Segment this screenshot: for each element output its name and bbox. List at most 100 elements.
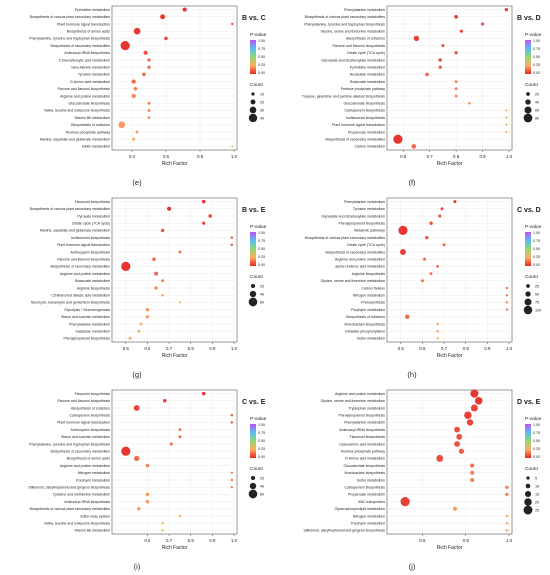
size-legend-dot bbox=[524, 498, 532, 506]
data-point bbox=[454, 80, 458, 84]
color-legend-title: P-value bbox=[525, 224, 542, 230]
data-point bbox=[118, 121, 126, 129]
size-legend-title: Count bbox=[250, 82, 263, 88]
comparison-title: C vs. D bbox=[517, 207, 541, 214]
pathway-label: Flavone and flavonol biosynthesis bbox=[57, 399, 110, 403]
pathway-label: Biosynthesis of various plant secondary … bbox=[305, 236, 386, 240]
size-legend-label: 25 bbox=[535, 508, 539, 512]
pathway-label: Phenylalanine, tyrosine and tryptophan b… bbox=[304, 22, 385, 26]
data-point bbox=[505, 492, 509, 497]
data-point bbox=[452, 506, 457, 511]
data-point bbox=[441, 44, 445, 48]
panel-h: 0.5 0.6 0.7 0.8 0.9 1.0 Phenylalanine metaboli… bbox=[275, 192, 550, 382]
pathway-label: Starch and sucrose metabolism bbox=[61, 435, 110, 439]
data-point bbox=[121, 446, 131, 456]
panel-label: (i) bbox=[134, 562, 141, 571]
pathway-label: Plant hormone signal transduction bbox=[57, 243, 110, 247]
pathway-label: Carbapenem biosynthesis bbox=[345, 109, 386, 113]
pathway-label: Biosynthesis of various plant secondary … bbox=[30, 15, 111, 19]
pathway-label: Propanoate metabolism bbox=[348, 130, 385, 134]
x-axis-label: Rich Factor bbox=[162, 353, 188, 359]
data-point bbox=[178, 301, 182, 304]
color-scale-tick: 0.75 bbox=[533, 239, 540, 243]
pathway-label: Tyrosine metabolism bbox=[353, 207, 385, 211]
panel-f: 0.6 0.7 0.8 0.9 1.0 Phenylalanine metabolism B… bbox=[275, 0, 550, 190]
color-scale-bar bbox=[250, 40, 256, 74]
plot-area bbox=[386, 389, 513, 535]
data-point bbox=[147, 116, 151, 119]
dot-plot: 0.6 0.7 0.8 0.9 1.0 Flavonoid biosynthesis Fla… bbox=[28, 389, 267, 571]
data-point bbox=[468, 101, 471, 105]
data-point bbox=[505, 514, 509, 518]
data-point bbox=[436, 454, 444, 462]
pathway-label: D-Amino acid metabolism bbox=[345, 457, 385, 461]
pathway-label: Butanoate metabolism bbox=[75, 279, 110, 283]
data-point bbox=[505, 521, 509, 525]
data-point bbox=[145, 492, 150, 497]
pathway-label: Alanine, aspartate and glutamate metabol… bbox=[40, 138, 110, 142]
color-legend-title: P-value bbox=[525, 32, 542, 38]
pathway-label: Valine, leucine and isoleucine biosynthe… bbox=[44, 522, 110, 526]
pathway-label: beta-Alanine metabolism bbox=[71, 66, 110, 70]
pathway-label: Flavone and flavonol biosynthesis bbox=[57, 258, 110, 262]
pathway-label: Biosynthesis of amino acids bbox=[67, 30, 110, 34]
x-tick-label: 0.9 bbox=[484, 346, 491, 351]
data-point bbox=[454, 14, 458, 19]
size-legend-label: 20 bbox=[260, 476, 264, 480]
pathway-label: Glucosinolate biosynthesis bbox=[344, 102, 386, 106]
pathway-label: Sulfur relay system bbox=[80, 514, 110, 518]
pathway-label: Arginine and proline metabolism bbox=[60, 272, 110, 276]
color-scale-tick: 0.50 bbox=[533, 247, 540, 251]
pathway-label: Glycine, serine and threonine metabolism bbox=[321, 279, 385, 283]
pathway-label: Glucosinolate biosynthesis bbox=[69, 102, 111, 106]
data-point bbox=[231, 22, 234, 26]
pathway-label: Nitrogen metabolism bbox=[353, 294, 385, 298]
data-point bbox=[230, 471, 234, 474]
pathway-label: Butanoate metabolism bbox=[350, 80, 385, 84]
dot-plot: 0.6 0.7 0.8 0.9 1.0 Phenylalanine metabolism B… bbox=[302, 5, 542, 187]
x-tick-label: 0.6 bbox=[144, 346, 151, 351]
pathway-label: Pentose phosphate pathway bbox=[341, 87, 385, 91]
data-point bbox=[160, 228, 165, 233]
size-legend-label: 40 bbox=[260, 292, 264, 296]
pathway-label: Tyrosine metabolism bbox=[78, 73, 110, 77]
size-legend-dot bbox=[524, 490, 532, 498]
data-point bbox=[133, 405, 140, 411]
pathway-label: Nitrogen metabolism bbox=[353, 514, 385, 518]
pathway-label: Phenylalanine metabolism bbox=[344, 421, 385, 425]
pathway-label: Citrate cycle (TCA cycle) bbox=[72, 222, 110, 226]
pathway-label: Arginine biosynthesis bbox=[77, 286, 110, 290]
pathway-label: C5-Branched dibasic acid metabolism bbox=[51, 294, 110, 298]
data-point bbox=[182, 7, 187, 12]
data-point bbox=[208, 214, 212, 218]
data-point bbox=[164, 36, 168, 41]
pathway-label: Phenylpropanoid biosynthesis bbox=[338, 222, 385, 226]
data-point bbox=[137, 507, 141, 511]
x-tick-label: 0.9 bbox=[209, 538, 216, 543]
plot-area bbox=[111, 5, 238, 151]
comparison-title: D vs. E bbox=[517, 399, 541, 406]
color-scale-bar bbox=[525, 232, 531, 266]
x-tick-label: 1.0 bbox=[231, 346, 238, 351]
data-point bbox=[201, 199, 206, 204]
data-point bbox=[169, 442, 173, 446]
pathway-label: Vitamin B6 metabolism bbox=[74, 116, 110, 120]
pathway-label: Isoflavonoid biosynthesis bbox=[71, 236, 110, 240]
plot-area bbox=[111, 389, 238, 535]
color-scale-tick: 0.25 bbox=[258, 447, 265, 451]
pathway-label: Glyoxylate and dicarboxylate metabolism bbox=[321, 58, 385, 62]
pathway-label: Photosynthesis bbox=[361, 301, 385, 305]
pathway-label: Tropane, piperidine and pyridine alkaloi… bbox=[302, 94, 385, 98]
dot-plot: 0.4 0.6 0.8 1.0 Pyrimidine metabolism Biosynt… bbox=[29, 5, 267, 187]
x-tick-label: 0.6 bbox=[144, 538, 151, 543]
color-scale-tick: 1.00 bbox=[533, 231, 540, 235]
pathway-label: Arginine and proline metabolism bbox=[60, 94, 110, 98]
data-point bbox=[420, 279, 424, 283]
data-point bbox=[438, 214, 442, 218]
data-point bbox=[438, 65, 442, 69]
pathway-label: Biosynthesis of various plant secondary … bbox=[30, 207, 111, 211]
pathway-label: Biosynthesis of secondary metabolites bbox=[50, 265, 110, 269]
data-point bbox=[161, 279, 165, 283]
x-tick-label: 0.8 bbox=[453, 154, 460, 159]
data-point bbox=[436, 337, 439, 340]
